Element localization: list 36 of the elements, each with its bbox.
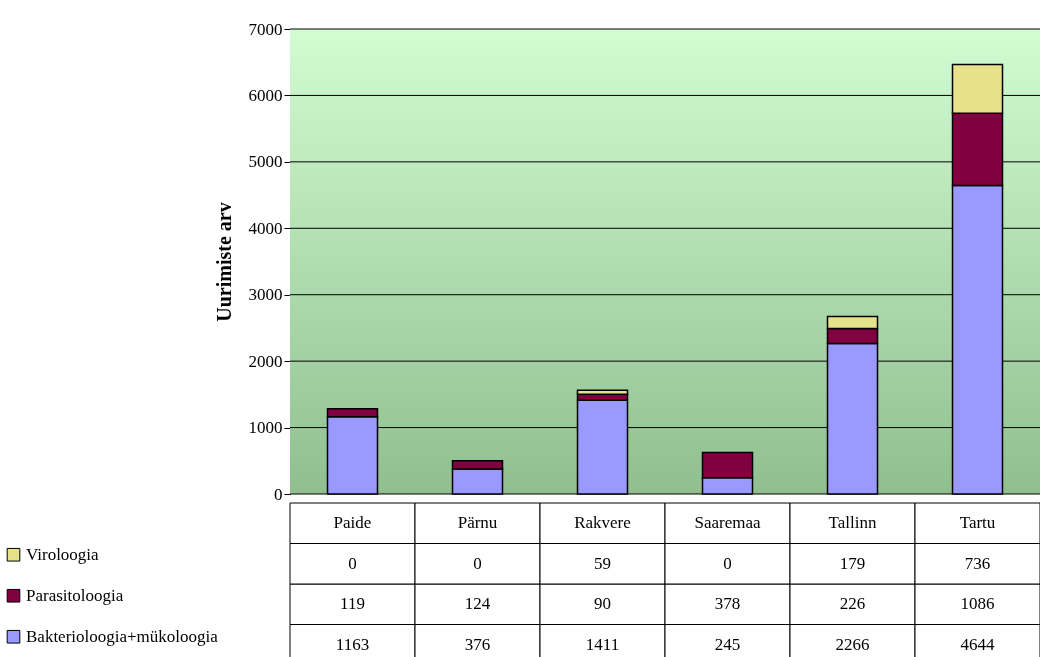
data-label: 119 [340, 594, 365, 614]
y-tick-label: 5000 [248, 152, 283, 172]
x-tick-label: Pärnu [457, 513, 498, 533]
data-label: 0 [723, 553, 732, 573]
data-label: 124 [464, 594, 491, 614]
data-label: 736 [964, 553, 991, 573]
data-label: 2266 [835, 634, 870, 654]
data-label: 376 [464, 634, 491, 654]
y-tick-label: 2000 [248, 351, 283, 371]
data-label: 90 [594, 594, 611, 614]
data-label: 378 [714, 594, 741, 614]
legend-label: Viroloogia [26, 544, 100, 564]
y-tick-label: 1000 [248, 418, 283, 438]
data-label: 245 [714, 634, 741, 654]
y-tick-label: 4000 [248, 218, 283, 238]
data-label: 1411 [585, 634, 620, 654]
legend-label: Parasitoloogia [26, 585, 124, 605]
data-label: 0 [473, 553, 482, 573]
x-tick-label: Rakvere [574, 513, 631, 533]
y-tick-label: 7000 [248, 19, 283, 39]
data-label: 226 [839, 594, 866, 614]
legend-label: Bakterioloogia+mükoloogia [26, 626, 219, 646]
y-tick-label: 3000 [248, 285, 283, 305]
data-label: 0 [348, 553, 357, 573]
x-tick-label: Saaremaa [694, 513, 761, 533]
y-tick-label: 6000 [248, 85, 283, 105]
y-tick-label: 0 [274, 484, 283, 504]
x-tick-label: Tartu [959, 513, 996, 533]
y-axis-title: Uurimiste arv [212, 202, 235, 322]
x-tick-label: Tallinn [828, 513, 877, 533]
data-label: 179 [839, 553, 866, 573]
data-label: 1163 [335, 634, 370, 654]
data-label: 1086 [960, 594, 995, 614]
data-label: 4644 [960, 634, 995, 654]
x-tick-label: Paide [333, 513, 372, 533]
data-label: 59 [594, 553, 611, 573]
